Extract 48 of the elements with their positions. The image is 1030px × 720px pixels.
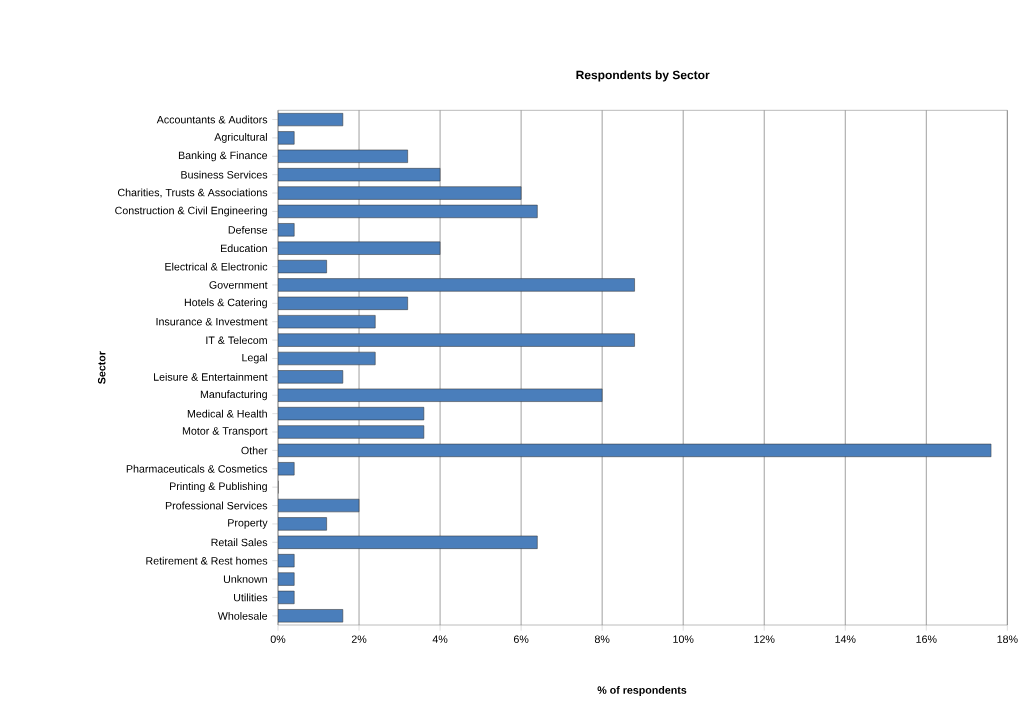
bar — [278, 425, 425, 439]
y-tick-label: Education — [221, 244, 267, 253]
x-tick-label: 2% — [351, 635, 367, 643]
x-tick-label: 0% — [270, 635, 286, 643]
y-tick-label: Medical & Health — [187, 409, 267, 418]
y-tick-label: Electrical & Electronic — [165, 262, 268, 271]
x-axis-title: % of respondents — [597, 686, 687, 696]
y-tick-label: Motor & Transport — [182, 427, 268, 437]
y-tick-label: Hotels & Catering — [184, 298, 267, 309]
y-tick-label: Utilities — [234, 593, 268, 602]
y-tick-label: Construction & Civil Engineering — [115, 206, 267, 217]
bar — [278, 278, 635, 292]
y-tick-label: Charities, Trusts & Associations — [117, 188, 268, 198]
y-tick-label: Wholesale — [217, 611, 268, 620]
x-tick-label: 18% — [997, 635, 1018, 643]
x-tick-label: 6% — [513, 635, 529, 643]
y-tick-label: Government — [209, 281, 268, 289]
bar — [278, 186, 522, 200]
y-tick-label: Property — [228, 519, 268, 529]
y-axis-title: Sector — [97, 351, 106, 384]
bar — [278, 609, 344, 623]
x-tick-label: 14% — [835, 635, 856, 643]
y-tick-label: Agricultural — [214, 132, 267, 143]
bar — [278, 333, 635, 347]
y-tick-label: Retirement & Rest homes — [146, 556, 268, 565]
x-tick-label: 8% — [594, 635, 610, 643]
y-tick-label: Other — [241, 446, 268, 455]
x-tick-label: 4% — [432, 635, 448, 643]
x-tick-label: 12% — [754, 635, 775, 643]
y-tick-label: Leisure & Entertainment — [154, 372, 268, 381]
y-tick-label: Retail Sales — [211, 538, 268, 547]
y-tick-label: IT & Telecom — [206, 336, 267, 345]
bar — [278, 517, 327, 531]
y-tick-label: Business Services — [181, 170, 268, 179]
y-tick-label: Banking & Finance — [178, 151, 268, 162]
chart-title: Respondents by Sector — [576, 70, 710, 82]
y-tick-label: Unknown — [223, 575, 267, 583]
y-tick-label: Manufacturing — [200, 390, 267, 401]
y-tick-label: Defense — [228, 225, 268, 234]
x-tick-label: 10% — [673, 635, 694, 643]
y-tick-label: Pharmaceuticals & Cosmetics — [126, 464, 268, 473]
y-tick-label: Accountants & Auditors — [156, 115, 268, 124]
y-tick-label: Insurance & Investment — [156, 317, 268, 326]
y-tick-label: Legal — [242, 353, 267, 364]
y-tick-label: Printing & Publishing — [170, 482, 267, 493]
bar — [278, 370, 344, 384]
x-tick-label: 16% — [916, 635, 937, 643]
y-tick-label: Professional Services — [165, 501, 268, 510]
